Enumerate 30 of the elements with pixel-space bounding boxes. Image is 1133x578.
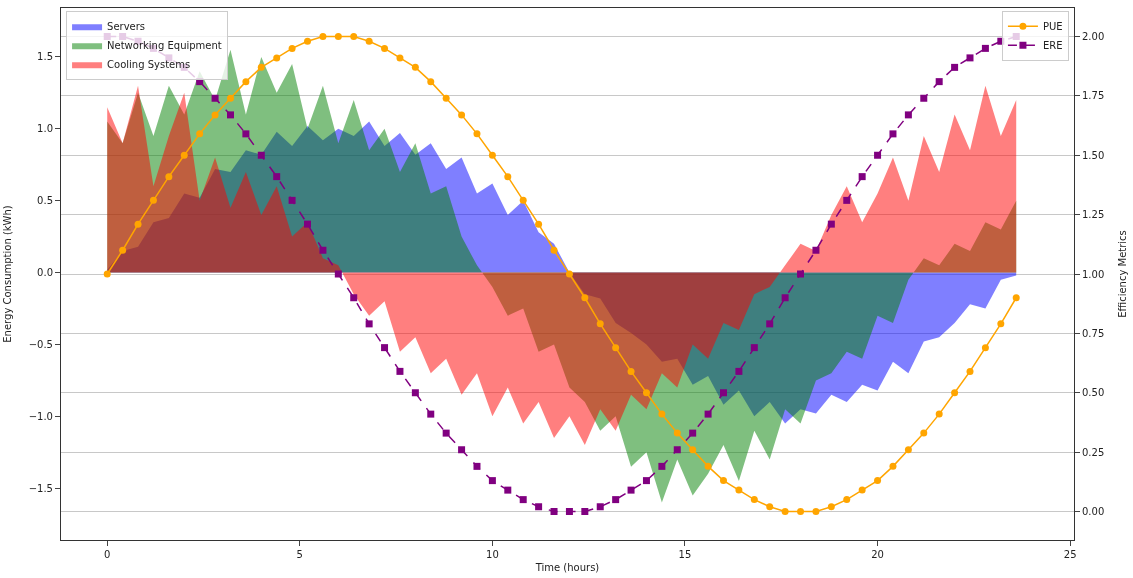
y-tick-label: −1.0 xyxy=(28,410,53,422)
x-tick-label: 25 xyxy=(1063,549,1077,560)
legend-label: ERE xyxy=(1042,40,1063,52)
y2-tick-label: 1.50 xyxy=(1082,149,1105,161)
y2-tick-label: 1.25 xyxy=(1082,209,1105,221)
x-tick-label: 15 xyxy=(678,549,692,560)
y2-tick-label: 1.75 xyxy=(1082,90,1105,102)
legend-label: Servers xyxy=(107,21,146,33)
y-axis-title: Energy Consumption (kWh) xyxy=(1,205,13,343)
y2-axis-title: Efficiency Metrics xyxy=(1116,230,1128,318)
y-tick-label: −0.5 xyxy=(28,338,53,350)
y2-tick-label: 0.25 xyxy=(1082,446,1105,458)
y2-tick-label: 0.00 xyxy=(1082,506,1105,517)
x-axis-title: Time (hours) xyxy=(534,561,600,573)
y2-tick-label: 0.75 xyxy=(1082,327,1105,339)
x-tick-label: 10 xyxy=(486,549,499,560)
x-tick-label: 0 xyxy=(104,549,111,560)
legend-label: PUE xyxy=(1042,21,1063,33)
y-tick-label: 1.0 xyxy=(37,123,53,135)
y2-tick-label: 1.00 xyxy=(1082,268,1105,280)
y-tick-label: −1.5 xyxy=(28,482,53,494)
y2-tick-label: 0.50 xyxy=(1082,387,1105,399)
y-tick-label: 0.5 xyxy=(37,195,53,207)
y-tick-label: 1.5 xyxy=(37,51,53,63)
y-tick-label: 0.0 xyxy=(37,267,53,279)
legend-label: Cooling Systems xyxy=(107,59,191,71)
y2-tick-label: 2.00 xyxy=(1082,31,1105,42)
x-tick-label: 20 xyxy=(871,549,884,560)
legend-label: Networking Equipment xyxy=(107,40,222,52)
x-tick-label: 5 xyxy=(296,549,303,560)
